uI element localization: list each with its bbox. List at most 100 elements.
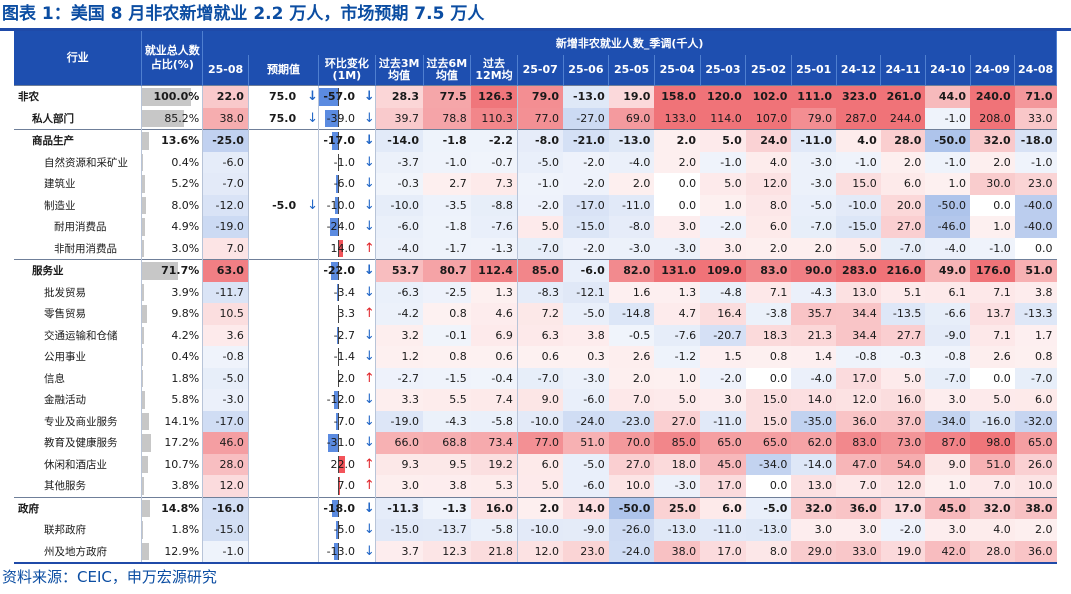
share-bar (142, 326, 145, 344)
month-value: 27.7 (880, 324, 926, 346)
month-value: -3.0 (791, 173, 837, 195)
forecast-arrow-empty (296, 367, 319, 389)
header-month: 25-05 (608, 55, 655, 86)
change-bar (338, 455, 346, 473)
chart-title: 图表 1：美国 8 月非农新增就业 2.2 万人，市场预期 7.5 万人 (2, 4, 485, 24)
change-zero-line (338, 262, 339, 280)
change-value: -3.4 (333, 285, 356, 299)
month-value-text: 16.4 (717, 307, 742, 321)
avg6-value-text: -1.7 (445, 241, 467, 255)
month-value: 2.0 (880, 151, 926, 173)
month-value-text: 5.0 (678, 393, 697, 407)
month-value: 16.0 (880, 389, 926, 411)
month-value-text: 32.0 (804, 501, 833, 515)
month-value-text: 7.1 (993, 285, 1011, 299)
month-value-text: 12.0 (852, 393, 877, 407)
month-value-text: 111.0 (797, 90, 833, 104)
share-value: 0.4% (171, 155, 200, 169)
share-cell: 14.8% (141, 496, 204, 519)
month-value-text: 6.0 (769, 220, 788, 234)
month-value: -13.0 (608, 129, 655, 152)
avg12-value: 7.3 (470, 173, 518, 195)
industry-name: 信息 (14, 367, 143, 389)
change-value: -1.0 (333, 155, 356, 169)
change-bar-area (319, 109, 357, 127)
change-bar (327, 434, 338, 452)
month-value: -7.6 (654, 324, 701, 346)
change-bar-area (319, 132, 357, 150)
change-bar-area (319, 153, 357, 171)
month-value: -17.0 (563, 194, 609, 216)
month-value: -4.3 (791, 281, 837, 303)
change-value: 2.0 (337, 371, 356, 385)
month-value-text: 2.0 (678, 155, 697, 169)
share-value: 17.2% (164, 436, 200, 450)
month-value-text: -7.0 (810, 220, 833, 234)
current-value-text: -7.0 (222, 177, 244, 191)
month-value-text: 1.0 (948, 479, 967, 493)
month-value-text: -7.0 (537, 371, 560, 385)
month-value-text: -14.8 (621, 307, 651, 321)
current-value-text: -5.0 (222, 371, 244, 385)
share-cell: 4.2% (141, 324, 204, 346)
month-value: 3.0 (700, 389, 746, 411)
change-cell: -57.0 (318, 85, 358, 108)
table-row: 建筑业 5.2% -7.0 -6.0 ↓ -0.3 2.7 7.3 -1.0 -2.0 2.0 0.0… (14, 173, 1057, 195)
header-share: 就业总人数占比(%) (141, 31, 204, 86)
month-value-text: 38.0 (671, 544, 697, 558)
month-value-text: 19.0 (896, 544, 922, 558)
avg12-value: -1.3 (470, 237, 518, 260)
avg12-value-text: 21.8 (488, 544, 513, 558)
avg3-value-text: 3.7 (401, 544, 420, 558)
table-row: 休闲和酒店业 10.7% 28.0 22.0 ↑ 9.3 9.5 19.2 6.0 -5.0 27.… (14, 453, 1057, 475)
month-value: 6.0 (700, 496, 746, 519)
avg3-value: -2.7 (375, 367, 423, 389)
month-value: -26.0 (608, 519, 655, 541)
month-value: 85.0 (517, 259, 564, 282)
month-value-text: 23.0 (1028, 177, 1053, 191)
month-value-text: -5.0 (810, 198, 833, 212)
table-row: 服务业 71.7% 63.0 -22.0 ↓ 53.7 80.7 112.4 85.0 -6.0 8… (14, 259, 1057, 282)
avg6-value: 0.8 (423, 346, 471, 368)
month-value-text: 32.0 (983, 134, 1011, 148)
avg6-value: 3.8 (423, 475, 471, 497)
change-value: -10.0 (326, 198, 356, 212)
share-value: 8.0% (171, 198, 200, 212)
month-value: -14.0 (791, 453, 837, 475)
industry-name: 非耐用消费品 (14, 237, 143, 260)
table-row: 非耐用消费品 3.0% 7.0 14.0 ↑ -4.0 -1.7 -1.3 -7.0 -2.0 -3… (14, 237, 1057, 260)
forecast-arrow-empty (296, 389, 319, 411)
change-bar (335, 175, 338, 193)
month-value-text: 14.0 (807, 393, 833, 407)
month-value-text: 0.0 (1035, 241, 1053, 255)
month-value-text: -3.0 (810, 155, 833, 169)
month-value-text: 26.0 (1028, 457, 1053, 471)
avg6-value: -3.5 (423, 194, 471, 216)
month-value-text: 17.0 (717, 479, 742, 493)
avg6-value: -1.8 (423, 216, 471, 238)
month-value-text: 2.0 (1035, 523, 1053, 537)
month-value: 0.0 (970, 368, 1015, 390)
table-row: 批发贸易 3.9% -11.7 -3.4 ↓ -6.3 -2.5 1.3 -8.3 -12.1 1.… (14, 281, 1057, 303)
avg6-value: 80.7 (423, 259, 471, 282)
month-value: 5.0 (700, 129, 746, 152)
month-value: 98.0 (970, 432, 1015, 454)
month-value: 0.3 (563, 346, 609, 368)
month-value-text: 70.0 (625, 436, 651, 450)
forecast-arrow-empty (296, 259, 319, 282)
avg3-value: -4.2 (375, 303, 423, 325)
month-value: 20.0 (880, 194, 926, 216)
month-value-text: 1.3 (678, 285, 697, 299)
month-value-text: -23.0 (621, 414, 651, 428)
avg6-value-text: -13.7 (438, 523, 467, 537)
current-value: 7.0 (202, 237, 249, 260)
avg12-value: 0.6 (470, 346, 518, 368)
avg3-value: -15.0 (375, 519, 423, 541)
forecast-value (248, 152, 296, 174)
change-cell: 7.0 (318, 475, 357, 497)
share-bar (142, 132, 150, 150)
month-value: -10.0 (517, 519, 564, 541)
month-value-text: -6.6 (944, 307, 967, 321)
month-value-text: -1.0 (989, 241, 1011, 255)
header-month: 24-11 (880, 55, 926, 86)
